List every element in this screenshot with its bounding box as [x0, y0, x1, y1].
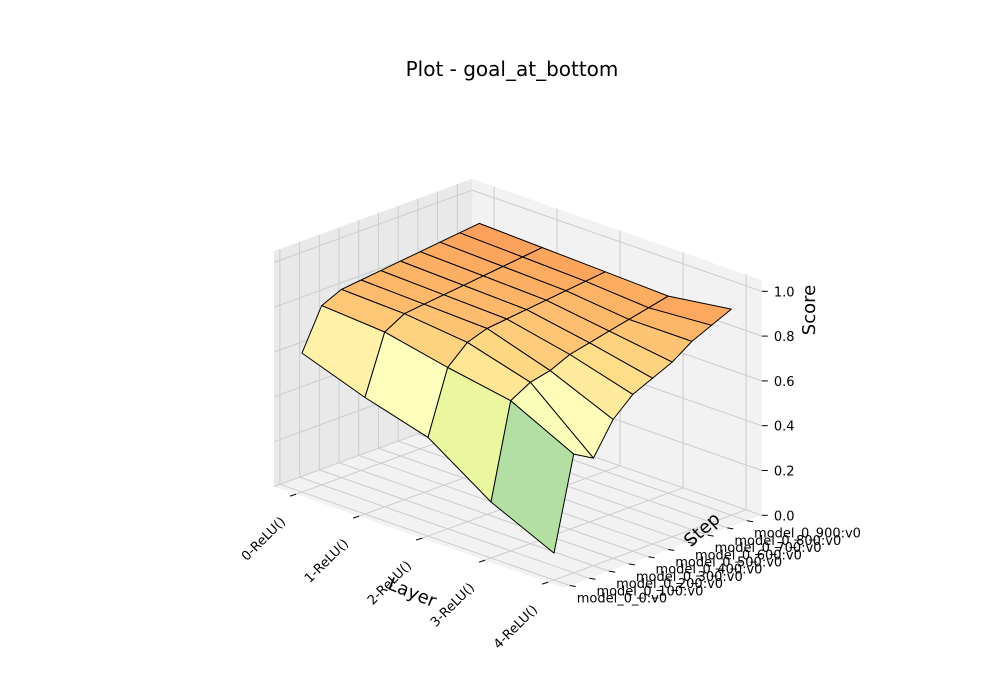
- y-tick-label: model_0_500:v0: [675, 556, 782, 571]
- z-tick-label: 0.4: [774, 420, 795, 435]
- y-tick-label: model_0_300:v0: [636, 570, 743, 585]
- y-tick-mark: [569, 585, 576, 587]
- y-tick-label: model_0_200:v0: [616, 577, 723, 592]
- x-tick-mark: [352, 515, 360, 519]
- z-tick-label: 0.6: [774, 375, 795, 390]
- x-tick-mark: [289, 493, 297, 497]
- y-tick-label: model_0_600:v0: [695, 548, 802, 563]
- y-tick-mark: [648, 556, 655, 559]
- y-tick-label: model_0_100:v0: [596, 584, 703, 599]
- y-tick-mark: [727, 527, 734, 530]
- x-tick-label: 1-ReLU(): [302, 536, 352, 586]
- surface-plot: [301, 222, 732, 554]
- y-tick-mark: [687, 541, 695, 544]
- x-tick-label: 4-ReLU(): [491, 602, 541, 652]
- y-tick-mark: [589, 577, 596, 580]
- y-tick-mark: [628, 563, 635, 566]
- grid-line: [273, 189, 762, 292]
- x-tick-mark: [478, 559, 486, 563]
- x-tick-mark: [415, 537, 423, 541]
- x-tick-mark: [541, 581, 549, 585]
- chart-title: Plot - goal_at_bottom: [406, 57, 619, 81]
- axis-ticks: 0-ReLU() 1-ReLU() 2-ReLU() 3-ReLU() 4-ReLU()…: [239, 285, 861, 652]
- z-tick-label: 0.2: [774, 465, 795, 480]
- surface-face: [490, 400, 575, 554]
- y-tick-label: model_0_900:v0: [754, 527, 861, 542]
- x-tick-label: 0-ReLU(): [239, 514, 289, 564]
- y-tick-label: model_0_700:v0: [715, 541, 822, 556]
- y-tick-mark: [668, 549, 675, 551]
- z-tick-label: 0.8: [774, 330, 795, 345]
- y-tick-mark: [746, 520, 754, 523]
- x-axis-label: Layer: [385, 574, 440, 612]
- y-tick-mark: [609, 570, 616, 573]
- y-tick-label: model_0_400:v0: [656, 563, 763, 578]
- y-tick-label: model_0_0:v0: [577, 592, 667, 607]
- y-tick-label: model_0_800:v0: [734, 534, 841, 549]
- x-tick-label: 3-ReLU(): [428, 580, 478, 630]
- y-tick-mark: [707, 534, 714, 537]
- z-tick-label: 1.0: [774, 285, 795, 300]
- z-tick-label: 0.0: [774, 509, 795, 524]
- z-axis-label: Score: [799, 285, 820, 335]
